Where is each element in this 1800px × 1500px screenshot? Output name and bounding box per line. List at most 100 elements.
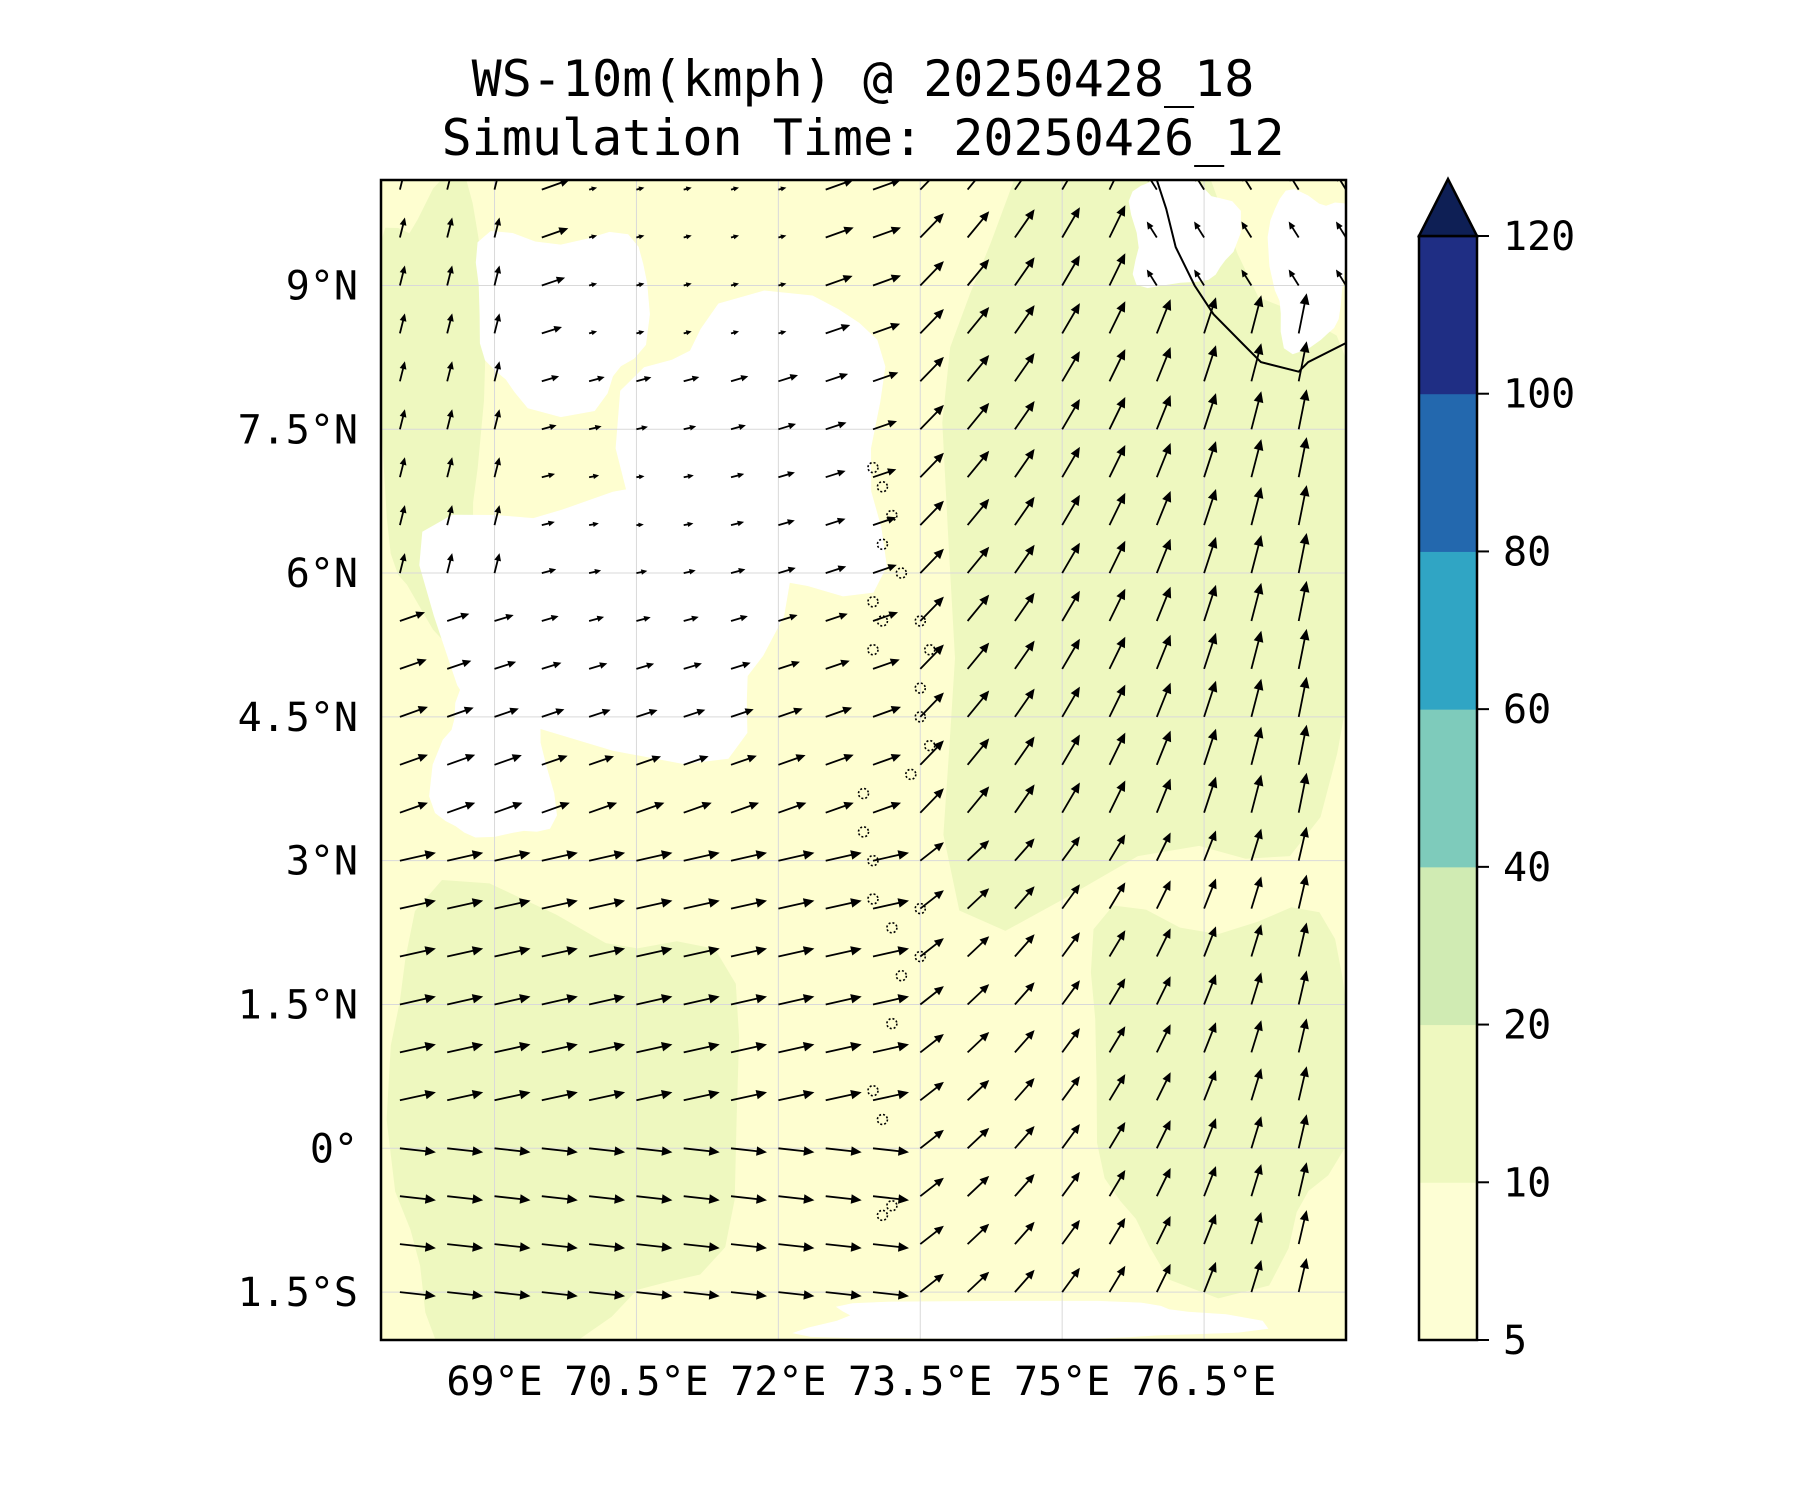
wind-vector-arrow [825,1146,862,1156]
wind-vector-arrow [1014,401,1035,430]
wind-vector-arrow [636,425,648,431]
wind-vector-arrow [919,1129,944,1150]
wind-vector-arrow [636,1242,673,1252]
wind-vector-arrow [446,754,476,766]
wind-vector-arrow [919,644,944,670]
wind-vector-arrow [1203,489,1218,526]
colorbar-band [1419,551,1477,710]
wind-vector-arrow [730,424,746,431]
wind-vector-arrow [1336,221,1346,238]
wind-vector-arrow [446,265,454,286]
wind-vector-arrow [966,259,990,287]
wind-vector-arrow [1061,207,1080,238]
wind-vector-arrow [588,1042,626,1054]
wind-vector-arrow [1108,205,1126,238]
wind-vector-arrow [636,522,644,528]
wind-vector-arrow [872,1290,909,1300]
wind-vector-arrow [588,615,605,622]
island-outline [895,969,908,982]
wind-vector-arrow [446,361,454,382]
wind-vector-arrow [446,457,454,478]
wind-vector-arrow [1014,982,1035,1006]
wind-vector-arrow [1250,295,1264,334]
wind-vector-arrow [1061,399,1080,430]
wind-vector-arrow [1203,584,1218,622]
wind-vector-arrow [1108,780,1126,814]
wind-vector-arrow [966,642,990,670]
coastline [857,180,1346,1222]
wind-vector-arrow [966,1175,990,1197]
wind-vector-arrow [1108,253,1126,286]
wind-vector-arrow [730,1242,767,1252]
wind-vector-arrow [872,180,901,191]
wind-vector-arrow [636,1194,673,1204]
colorbar-tick-label: 100 [1503,372,1575,418]
wind-vector-arrow [1250,582,1264,622]
wind-vector-arrow [1241,269,1253,286]
wind-vector-arrow [966,936,990,958]
wind-vector-arrow [1155,1120,1171,1149]
wind-vector-arrow [825,1242,862,1252]
wind-vector-arrow [825,946,862,958]
wind-vector-arrow [1061,686,1080,718]
wind-vector-arrow [1108,882,1126,910]
wind-vector-arrow [1250,774,1264,813]
wind-vector-arrow [1250,343,1264,382]
wind-vector-arrow [636,850,673,862]
latitude-tick-label: 1.5°S [238,1270,358,1316]
wind-vector-arrow [494,850,531,862]
wind-vector-arrow [966,888,990,910]
wind-vector-arrow [683,425,697,431]
wind-vector-arrow [683,282,692,288]
latitude-tick-label: 0° [310,1126,358,1172]
wind-vector-arrow [1250,828,1263,861]
wind-vector-arrow [493,265,501,286]
wind-vector-arrow [778,707,803,718]
wind-vector-arrow [1014,1269,1035,1293]
wind-vector-arrow [588,662,608,670]
wind-vector-arrow [636,376,652,383]
calm-region [1267,189,1346,355]
wind-vector-arrow [1250,1068,1263,1101]
colorbar-band [1419,1024,1477,1183]
colorbar-tick-label: 80 [1503,529,1551,575]
wind-vector-arrow [683,473,694,479]
wind-vector-arrow [1014,1078,1035,1101]
wind-vector-arrow [1061,180,1069,191]
wind-vector-arrow [1061,303,1080,334]
wind-vector-arrow [966,498,990,526]
island-outline [876,480,889,493]
wind-vector-arrow [588,1090,626,1102]
wind-vector-arrow [966,1223,990,1245]
wind-vector-arrow [1108,732,1126,766]
wind-vector-arrow [919,692,944,718]
wind-vector-arrow [1014,1030,1035,1053]
wind-vector-arrow [778,754,806,766]
wind-vector-arrow [589,1146,626,1156]
wind-vector-arrow [872,1242,909,1252]
wind-vector-arrow [730,708,754,718]
wind-vector-arrow [919,261,944,287]
map-title-line-2: Simulation Time: 20250426_12 [442,109,1285,167]
wind-vector-arrow [1203,345,1218,382]
wind-vector-arrow [966,840,990,862]
wind-vector-arrow [966,450,990,478]
wind-vector-arrow [1203,632,1218,670]
wind-vector-arrow [1108,180,1116,190]
wind-vector-arrow [541,1146,578,1156]
wind-vector-arrow [778,1194,815,1204]
wind-vector-arrow [446,313,454,334]
wind-vector-arrow [1250,630,1264,670]
wind-vector-arrow [399,217,407,238]
wind-vector-arrow [778,850,815,862]
wind-vector-arrow [1108,492,1126,526]
wind-vector-arrow [730,994,767,1006]
wind-vector-arrow [1108,1074,1126,1101]
wind-vector-arrow [825,801,854,814]
wind-vector-arrow [588,850,626,862]
wind-vector-arrow [1061,1219,1080,1245]
wind-vector-arrow [919,356,944,382]
wind-vector-arrow [541,708,565,718]
island-outline [914,682,927,694]
